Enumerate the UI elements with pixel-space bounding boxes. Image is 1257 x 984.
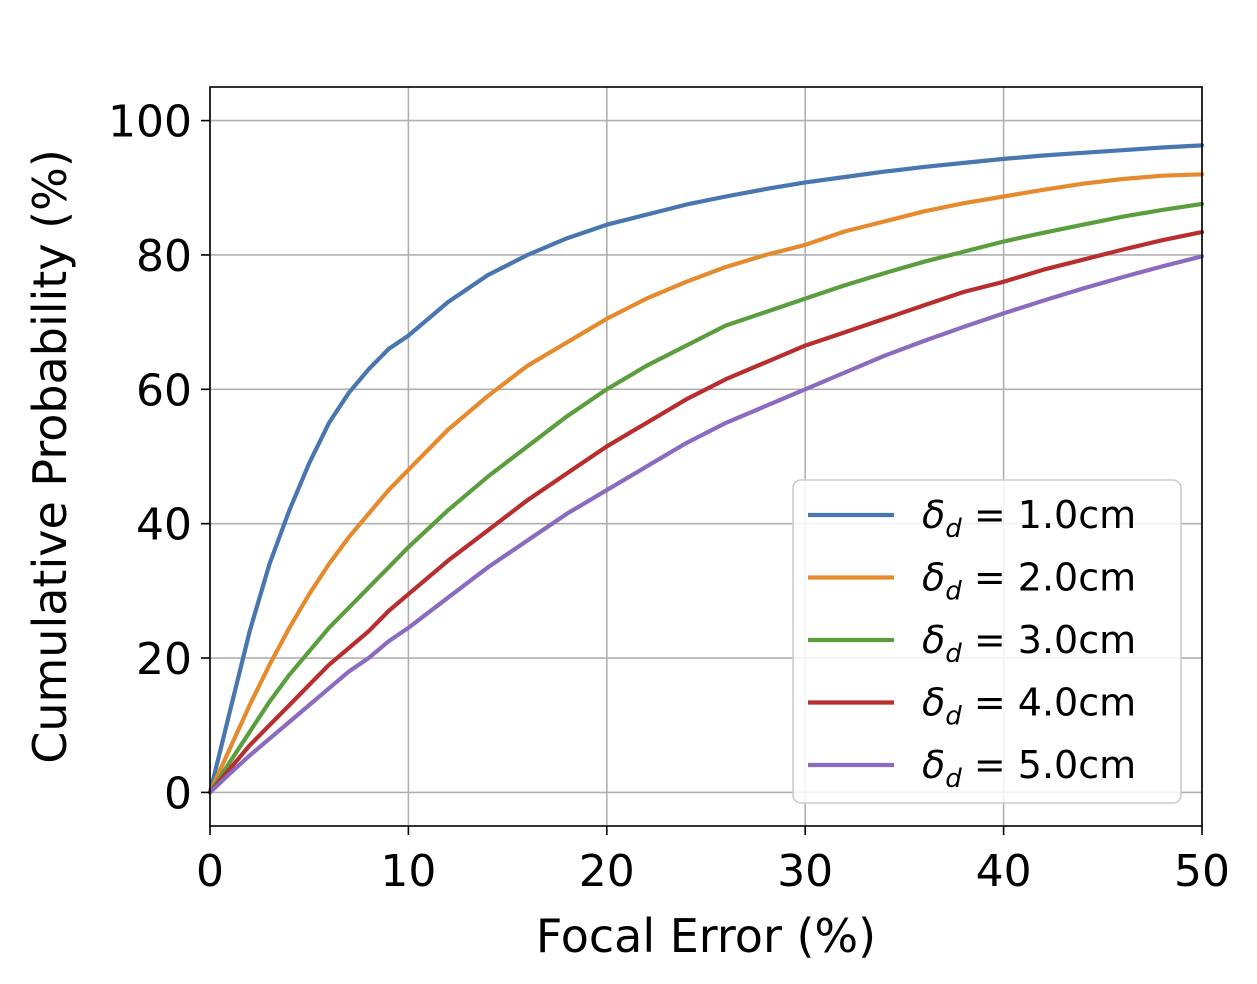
legend-label: δd = 5.0cm — [922, 743, 1136, 794]
legend-item: δd = 5.0cm — [808, 743, 1136, 794]
x-tick-label: 10 — [380, 846, 436, 897]
legend-label: δd = 4.0cm — [922, 681, 1136, 732]
y-tick-label: 20 — [136, 634, 192, 685]
x-tick-label: 40 — [976, 846, 1032, 897]
y-tick-label: 40 — [136, 500, 192, 551]
series-line-5 — [207, 254, 1205, 795]
series-line-2 — [207, 172, 1205, 795]
y-tick-label: 0 — [164, 768, 192, 819]
x-tick-label: 20 — [579, 846, 635, 897]
legend-item: δd = 1.0cm — [808, 493, 1136, 544]
x-axis-label: Focal Error (%) — [536, 909, 876, 963]
series-line-1 — [207, 143, 1205, 795]
axis-ticks: 0 10 20 30 40 50 0 20 40 60 80 100 — [108, 97, 1230, 897]
y-axis-label: Cumulative Probability (%) — [23, 149, 77, 764]
legend: δd = 1.0cm δd = 2.0cm δd = 3.0cm δd = 4.0cm… — [792, 479, 1182, 804]
x-tick-label: 30 — [777, 846, 833, 897]
series-line-4 — [207, 230, 1205, 795]
x-tick-label: 0 — [196, 846, 224, 897]
legend-label: δd = 1.0cm — [922, 493, 1136, 544]
x-tick-label: 50 — [1174, 846, 1230, 897]
legend-item: δd = 3.0cm — [808, 618, 1136, 669]
y-tick-label: 100 — [108, 97, 192, 148]
legend-label: δd = 2.0cm — [922, 556, 1136, 607]
legend-box — [792, 479, 1182, 804]
plot-frame — [209, 86, 1203, 827]
series-line-3 — [207, 201, 1205, 795]
y-tick-label: 60 — [136, 365, 192, 416]
y-tick-label: 80 — [136, 231, 192, 282]
legend-item: δd = 4.0cm — [808, 681, 1136, 732]
series-lines — [207, 143, 1205, 795]
legend-label: δd = 3.0cm — [922, 618, 1136, 669]
legend-item: δd = 2.0cm — [808, 556, 1136, 607]
